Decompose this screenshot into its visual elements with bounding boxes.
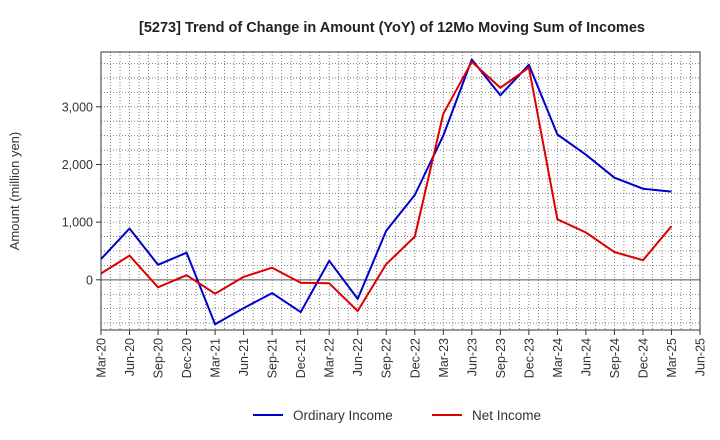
plot-area bbox=[101, 52, 700, 330]
legend: Ordinary Income Net Income bbox=[253, 408, 541, 423]
x-tick-label: Sep-23 bbox=[494, 338, 508, 378]
x-tick-label: Sep-22 bbox=[380, 338, 394, 378]
x-tick-label: Mar-21 bbox=[209, 338, 223, 378]
x-tick-label: Dec-22 bbox=[408, 338, 422, 378]
x-tick-label: Mar-22 bbox=[323, 338, 337, 378]
x-tick-label: Jun-23 bbox=[465, 338, 479, 376]
plot-border bbox=[100, 51, 701, 331]
y-tick-label: 3,000 bbox=[62, 100, 93, 114]
legend-label: Net Income bbox=[472, 408, 541, 423]
x-tick-label: Mar-25 bbox=[665, 338, 679, 378]
chart-title: [5273] Trend of Change in Amount (YoY) o… bbox=[139, 20, 645, 36]
x-tick-label: Dec-20 bbox=[180, 338, 194, 378]
y-tick-label: 0 bbox=[86, 273, 93, 287]
x-tick-label: Sep-20 bbox=[152, 338, 166, 378]
x-tick-label: Mar-24 bbox=[551, 338, 565, 378]
x-tick-label: Mar-20 bbox=[95, 338, 109, 378]
y-axis-ticks: 0 1,000 2,000 3,000 bbox=[62, 100, 101, 287]
x-axis-ticks: Mar-20 Jun-20 Sep-20 Dec-20 Mar-21 Jun-21 Sep-… bbox=[95, 330, 708, 378]
y-tick-label: 2,000 bbox=[62, 158, 93, 172]
legend-label: Ordinary Income bbox=[293, 408, 393, 423]
x-tick-label: Dec-24 bbox=[636, 338, 650, 378]
series-line-ordinary-income bbox=[100, 58, 672, 326]
series-line-net-income bbox=[100, 60, 673, 312]
x-tick-label: Dec-21 bbox=[294, 338, 308, 378]
plot-background bbox=[101, 52, 700, 330]
y-axis-label: Amount (million yen) bbox=[7, 132, 22, 251]
x-tick-label: Dec-23 bbox=[522, 338, 536, 378]
x-tick-label: Sep-24 bbox=[608, 338, 622, 378]
plot-frame bbox=[100, 51, 701, 331]
y-tick-label: 1,000 bbox=[62, 216, 93, 230]
x-tick-label: Mar-23 bbox=[437, 338, 451, 378]
x-tick-label: Jun-20 bbox=[123, 338, 137, 376]
x-tick-label: Jun-25 bbox=[694, 338, 708, 376]
series-lines bbox=[100, 58, 673, 326]
x-tick-label: Sep-21 bbox=[266, 338, 280, 378]
x-tick-label: Jun-21 bbox=[237, 338, 251, 376]
x-tick-label: Jun-22 bbox=[351, 338, 365, 376]
x-tick-label: Jun-24 bbox=[579, 338, 593, 376]
